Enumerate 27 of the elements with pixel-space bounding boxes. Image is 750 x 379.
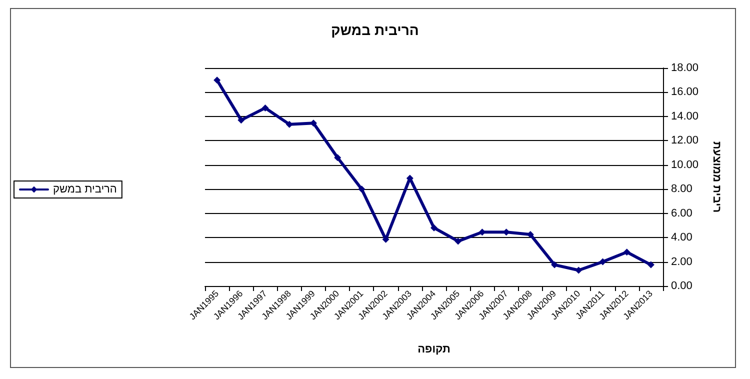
point [454, 238, 462, 245]
y-tick-label: 6.00 [671, 207, 692, 220]
y-tick-label: 8.00 [671, 183, 692, 196]
point [623, 248, 630, 256]
point [599, 258, 606, 266]
point [551, 261, 558, 268]
point [214, 76, 221, 84]
point [358, 186, 366, 193]
point [286, 120, 293, 128]
y-tick-label: 12.00 [671, 134, 699, 147]
point [262, 104, 269, 112]
y-tick-label: 4.00 [671, 232, 692, 244]
point [647, 261, 654, 268]
legend-label: הריבית במשק [53, 184, 117, 196]
point [334, 154, 342, 162]
chart-title: הריבית במשק [331, 22, 419, 38]
y-tick-label: 16.00 [671, 86, 699, 98]
point [430, 224, 438, 232]
point [238, 116, 245, 124]
y-tick-label: 2.00 [671, 256, 692, 268]
y-tick-label: 18.00 [671, 62, 699, 74]
y-tick-label: 14.00 [671, 110, 699, 122]
point [575, 266, 582, 274]
y-tick-label: 0.00 [671, 280, 692, 292]
y-axis-title: ריבית ממוצעת [710, 141, 722, 213]
x-axis-title: תקופה [418, 344, 450, 356]
y-tick-label: 10.00 [671, 158, 699, 171]
